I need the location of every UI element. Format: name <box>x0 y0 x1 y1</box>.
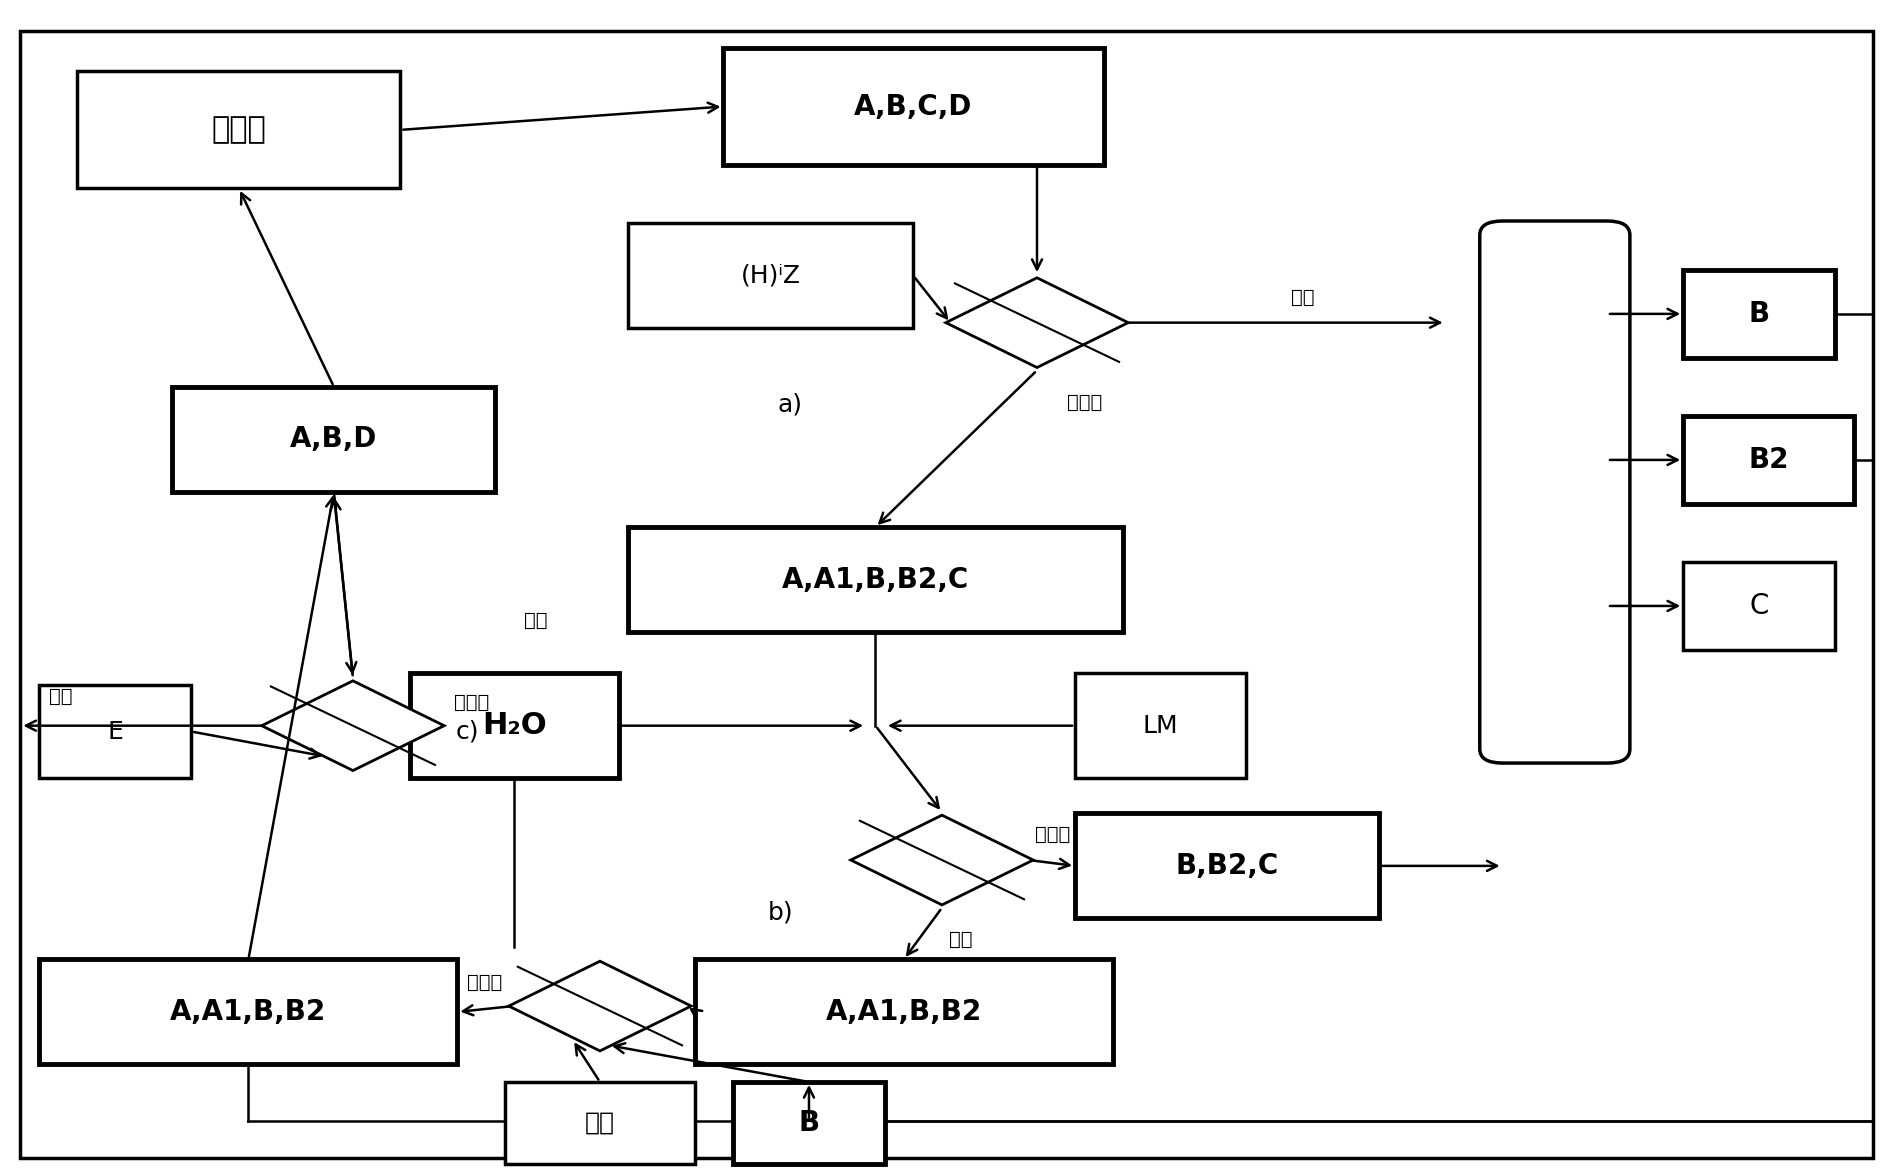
Polygon shape <box>946 278 1128 368</box>
Text: A,B,C,D: A,B,C,D <box>854 93 972 121</box>
Text: A,A1,B,B2,C: A,A1,B,B2,C <box>782 566 969 594</box>
Text: B: B <box>1749 300 1770 328</box>
Text: b): b) <box>767 900 794 925</box>
Text: C: C <box>1749 593 1768 619</box>
Text: B,B2,C: B,B2,C <box>1176 851 1279 879</box>
Text: 水相: 水相 <box>523 611 548 630</box>
Text: 水相: 水相 <box>950 930 972 949</box>
Bar <box>695 959 1113 1064</box>
Bar <box>1075 814 1380 918</box>
Text: LM: LM <box>1142 713 1178 738</box>
Text: 有机相: 有机相 <box>1068 392 1102 411</box>
Text: E: E <box>107 719 124 744</box>
Polygon shape <box>263 680 443 771</box>
Bar <box>1682 416 1854 504</box>
Bar <box>628 224 913 329</box>
Text: c): c) <box>455 719 480 744</box>
Text: 溶剂: 溶剂 <box>584 1111 615 1135</box>
Text: 水相: 水相 <box>1292 287 1315 307</box>
Bar <box>409 673 618 779</box>
Text: a): a) <box>778 392 803 417</box>
Text: 有机相: 有机相 <box>1035 824 1069 844</box>
Bar <box>78 71 400 189</box>
Bar <box>173 386 495 492</box>
Text: 有机相: 有机相 <box>466 973 502 992</box>
FancyBboxPatch shape <box>1481 221 1629 763</box>
Text: 反应器: 反应器 <box>211 116 266 144</box>
Text: B2: B2 <box>1749 446 1789 474</box>
Bar <box>504 1082 695 1164</box>
Text: 水相: 水相 <box>49 687 72 706</box>
Text: A,A1,B,B2: A,A1,B,B2 <box>826 998 982 1026</box>
Polygon shape <box>508 961 691 1050</box>
Text: 有机相: 有机相 <box>453 693 489 712</box>
Polygon shape <box>851 815 1033 905</box>
Text: H₂O: H₂O <box>481 711 546 740</box>
Bar <box>628 527 1123 632</box>
Bar <box>1682 271 1834 357</box>
Text: B: B <box>799 1109 820 1137</box>
Bar <box>723 48 1104 165</box>
Bar <box>733 1082 885 1164</box>
Text: (H)ⁱZ: (H)ⁱZ <box>740 263 801 288</box>
Bar <box>1075 673 1246 779</box>
Bar <box>40 959 457 1064</box>
Bar <box>1682 562 1834 650</box>
Text: A,B,D: A,B,D <box>291 425 377 453</box>
Bar <box>40 685 192 779</box>
Text: A,A1,B,B2: A,A1,B,B2 <box>169 998 327 1026</box>
